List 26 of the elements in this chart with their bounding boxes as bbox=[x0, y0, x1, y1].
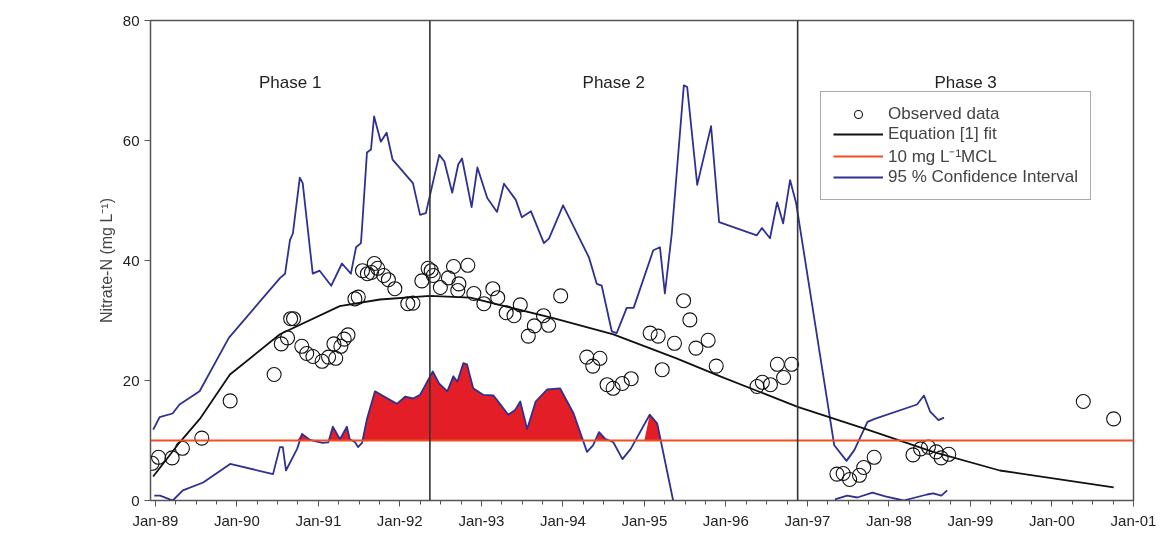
x-tick-label: Jan-00 bbox=[1028, 511, 1075, 529]
annotation: Phase 1 bbox=[259, 73, 322, 93]
legend-label: Observed data bbox=[888, 104, 1000, 124]
legend-label: 10 mg L⁻¹MCL bbox=[888, 146, 997, 167]
x-tick-label: Jan-01 bbox=[1110, 511, 1157, 529]
y-tick-label: 20 bbox=[122, 371, 140, 389]
x-tick-label: Jan-91 bbox=[295, 511, 342, 529]
y-tick-label: 80 bbox=[122, 11, 140, 29]
x-tick-label: Jan-99 bbox=[947, 511, 994, 529]
x-tick-label: Jan-92 bbox=[376, 511, 423, 529]
x-tick-label: Jan-90 bbox=[213, 511, 260, 529]
y-tick-label: 40 bbox=[122, 251, 140, 269]
x-tick-label: Jan-95 bbox=[621, 511, 668, 529]
x-tick-label: Jan-96 bbox=[702, 511, 749, 529]
annotation: Phase 2 bbox=[582, 73, 645, 93]
x-tick-label: Jan-93 bbox=[458, 511, 505, 529]
x-tick-label: Jan-97 bbox=[784, 511, 831, 529]
legend-label: Equation [1] fit bbox=[888, 124, 997, 144]
annotation: Phase 3 bbox=[934, 73, 997, 93]
y-axis-title: Nitrate-N (mg L⁻¹) bbox=[97, 197, 115, 323]
y-tick-label: 0 bbox=[131, 491, 140, 509]
legend-label: 95 % Confidence Interval bbox=[888, 167, 1078, 187]
x-tick-label: Jan-94 bbox=[539, 511, 586, 529]
x-tick-label: Jan-89 bbox=[132, 511, 179, 529]
y-tick-label: 60 bbox=[122, 131, 140, 149]
x-tick-label: Jan-98 bbox=[865, 511, 912, 529]
